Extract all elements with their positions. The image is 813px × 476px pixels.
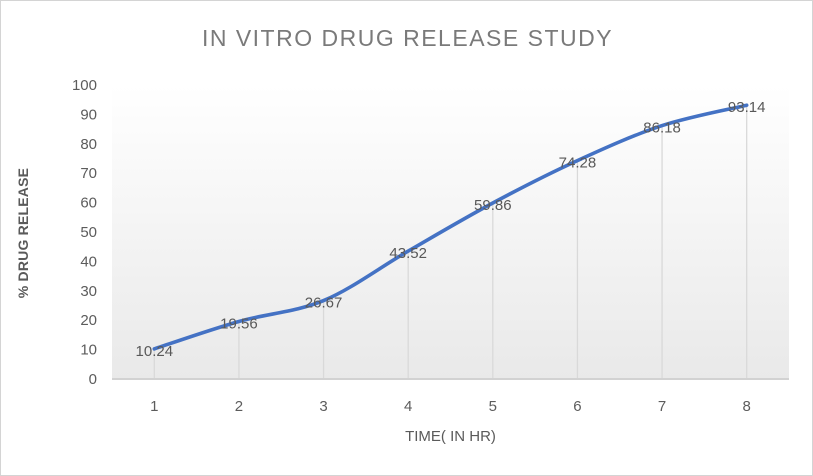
y-tick-label: 100 bbox=[72, 77, 97, 94]
y-tick-label: 10 bbox=[80, 342, 97, 359]
x-tick-label: 2 bbox=[235, 398, 243, 415]
y-tick-label: 70 bbox=[80, 165, 97, 182]
data-label: 74.28 bbox=[559, 155, 597, 172]
y-tick-label: 80 bbox=[80, 136, 97, 153]
x-tick-label: 4 bbox=[404, 398, 412, 415]
y-tick-label: 30 bbox=[80, 283, 97, 300]
x-tick-label: 6 bbox=[573, 398, 581, 415]
data-label: 43.52 bbox=[389, 245, 427, 262]
data-label: 10.24 bbox=[136, 343, 174, 360]
x-tick-label: 5 bbox=[489, 398, 497, 415]
data-label: 19.56 bbox=[220, 315, 258, 332]
x-axis-title: TIME( IN HR) bbox=[405, 428, 496, 445]
y-tick-label: 90 bbox=[80, 106, 97, 123]
y-tick-label: 20 bbox=[80, 312, 97, 329]
x-tick-label: 1 bbox=[150, 398, 158, 415]
plot-background bbox=[112, 85, 789, 379]
data-label: 93.14 bbox=[728, 99, 766, 116]
chart-title: IN VITRO DRUG RELEASE STUDY bbox=[201, 25, 614, 51]
series-line bbox=[152, 103, 749, 351]
data-label: 59.86 bbox=[474, 197, 512, 214]
y-tick-label: 40 bbox=[80, 253, 97, 270]
data-label: 86.18 bbox=[643, 120, 681, 137]
y-tick-label: 60 bbox=[80, 195, 97, 212]
x-tick-label: 3 bbox=[319, 398, 327, 415]
y-tick-label: 0 bbox=[89, 371, 97, 388]
y-tick-label: 50 bbox=[80, 224, 97, 241]
x-tick-label: 8 bbox=[743, 398, 751, 415]
data-label: 26.67 bbox=[305, 295, 343, 312]
x-tick-label: 7 bbox=[658, 398, 666, 415]
